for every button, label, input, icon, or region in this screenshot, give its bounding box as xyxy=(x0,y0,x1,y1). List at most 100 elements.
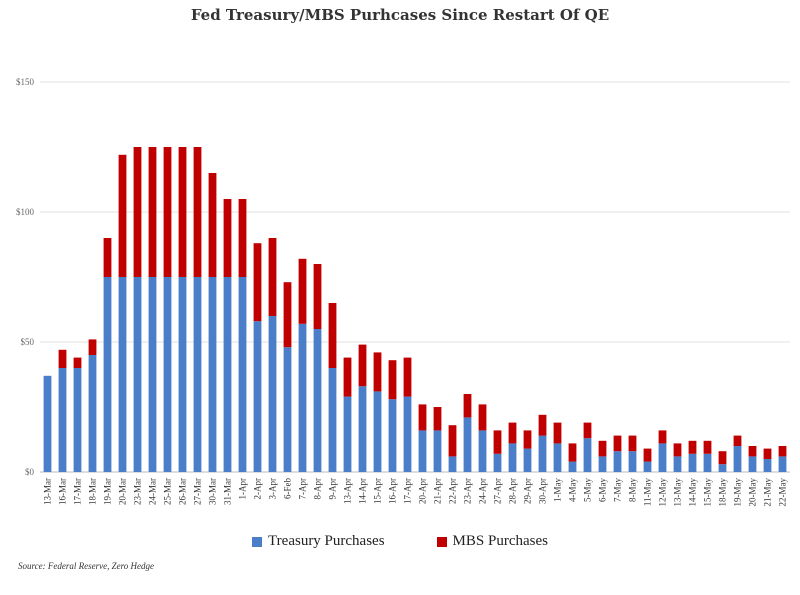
x-tick-label: 21-May xyxy=(763,478,773,507)
x-tick-label: 21-Apr xyxy=(433,478,443,504)
y-tick-label: $0 xyxy=(25,467,35,477)
bar-mbs xyxy=(433,407,442,431)
x-tick-label: 14-Apr xyxy=(358,478,368,504)
bar-treasury xyxy=(643,461,652,472)
legend-label-mbs: MBS Purchases xyxy=(452,533,548,549)
x-tick-label: 15-Apr xyxy=(373,478,383,504)
bar-treasury xyxy=(703,453,712,472)
x-tick-label: 18-Mar xyxy=(88,478,98,505)
bar-mbs xyxy=(553,422,562,444)
chart-title: Fed Treasury/MBS Purhcases Since Restart… xyxy=(190,6,610,24)
bar-treasury xyxy=(628,451,637,472)
bar-treasury xyxy=(463,417,472,472)
bar-mbs xyxy=(508,422,517,444)
y-axis-ticks: $0 $50 $100 $150 xyxy=(16,77,35,477)
bar-treasury xyxy=(598,456,607,472)
x-tick-label: 24-Apr xyxy=(478,478,488,504)
bar-mbs xyxy=(313,264,322,329)
bar-treasury xyxy=(388,399,397,472)
legend-item-treasury: Treasury Purchases xyxy=(252,533,385,550)
bar-mbs xyxy=(103,238,112,277)
bar-mbs xyxy=(163,147,172,277)
x-tick-label: 6-Feb xyxy=(283,478,293,499)
x-axis-labels: 13-Mar 16-Mar 17-Mar 18-Mar 19-Mar 20-Mar 23-M… xyxy=(43,478,788,507)
bar-treasury xyxy=(328,368,337,472)
x-tick-label: 13-May xyxy=(673,478,683,507)
bar-mbs xyxy=(763,448,772,459)
x-tick-label: 13-Apr xyxy=(343,478,353,504)
y-tick-label: $100 xyxy=(16,207,35,217)
bar-treasury xyxy=(478,430,487,472)
bar-treasury xyxy=(658,443,667,472)
x-tick-label: 14-May xyxy=(688,478,698,507)
x-tick-label: 7-May xyxy=(613,478,623,502)
x-tick-label: 16-Apr xyxy=(388,478,398,504)
bar-treasury xyxy=(688,453,697,472)
bar-mbs xyxy=(58,349,67,368)
bar-mbs xyxy=(613,435,622,452)
bars xyxy=(43,147,787,472)
bar-mbs xyxy=(133,147,142,277)
x-tick-label: 20-May xyxy=(748,478,758,507)
bar-treasury xyxy=(538,435,547,472)
bar-mbs xyxy=(178,147,187,277)
bar-treasury xyxy=(148,277,157,472)
bar-treasury xyxy=(733,446,742,472)
bar-treasury xyxy=(268,316,277,472)
bar-mbs xyxy=(418,404,427,431)
bar-treasury xyxy=(133,277,142,472)
bar-mbs xyxy=(733,435,742,446)
bar-mbs xyxy=(373,352,382,392)
x-tick-label: 19-May xyxy=(733,478,743,507)
bar-mbs xyxy=(493,430,502,454)
bar-mbs xyxy=(448,425,457,457)
bar-mbs xyxy=(703,440,712,454)
x-tick-label: 12-May xyxy=(658,478,668,507)
bar-treasury xyxy=(448,456,457,472)
source-note: Source: Federal Reserve, Zero Hedge xyxy=(18,561,155,571)
x-tick-label: 6-May xyxy=(598,478,608,502)
bar-treasury xyxy=(343,396,352,472)
bar-treasury xyxy=(58,368,67,472)
bar-treasury xyxy=(253,321,262,472)
bar-mbs xyxy=(148,147,157,277)
bar-treasury xyxy=(178,277,187,472)
bar-treasury xyxy=(748,456,757,472)
x-tick-label: 18-May xyxy=(718,478,728,507)
x-tick-label: 16-Mar xyxy=(58,478,68,505)
bar-mbs xyxy=(628,435,637,452)
y-tick-label: $150 xyxy=(16,77,35,87)
x-tick-label: 17-Apr xyxy=(403,478,413,504)
bar-treasury xyxy=(208,277,217,472)
bar-mbs xyxy=(118,154,127,277)
bar-treasury xyxy=(418,430,427,472)
bar-mbs xyxy=(343,357,352,397)
bar-mbs xyxy=(478,404,487,431)
bar-treasury xyxy=(523,448,532,472)
x-tick-label: 15-May xyxy=(703,478,713,507)
x-tick-label: 1-Apr xyxy=(238,478,248,500)
bar-mbs xyxy=(748,446,757,457)
x-tick-label: 27-Mar xyxy=(193,478,203,505)
bar-treasury xyxy=(223,277,232,472)
bar-treasury xyxy=(238,277,247,472)
bar-treasury xyxy=(88,355,97,472)
bar-mbs xyxy=(523,430,532,449)
x-tick-label: 4-May xyxy=(568,478,578,502)
x-tick-label: 8-May xyxy=(628,478,638,502)
bar-treasury xyxy=(568,461,577,472)
bar-treasury xyxy=(778,456,787,472)
bar-mbs xyxy=(253,243,262,322)
x-tick-label: 29-Apr xyxy=(523,478,533,504)
bar-mbs xyxy=(388,360,397,400)
x-tick-label: 25-Mar xyxy=(163,478,173,505)
bar-treasury xyxy=(73,368,82,472)
x-tick-label: 11-May xyxy=(643,478,653,507)
x-tick-label: 30-Mar xyxy=(208,478,218,505)
x-tick-label: 28-Apr xyxy=(508,478,518,504)
bar-mbs xyxy=(658,430,667,444)
bar-treasury xyxy=(283,347,292,472)
legend-swatch-mbs xyxy=(436,536,447,547)
bar-treasury xyxy=(358,386,367,472)
bar-treasury xyxy=(673,456,682,472)
